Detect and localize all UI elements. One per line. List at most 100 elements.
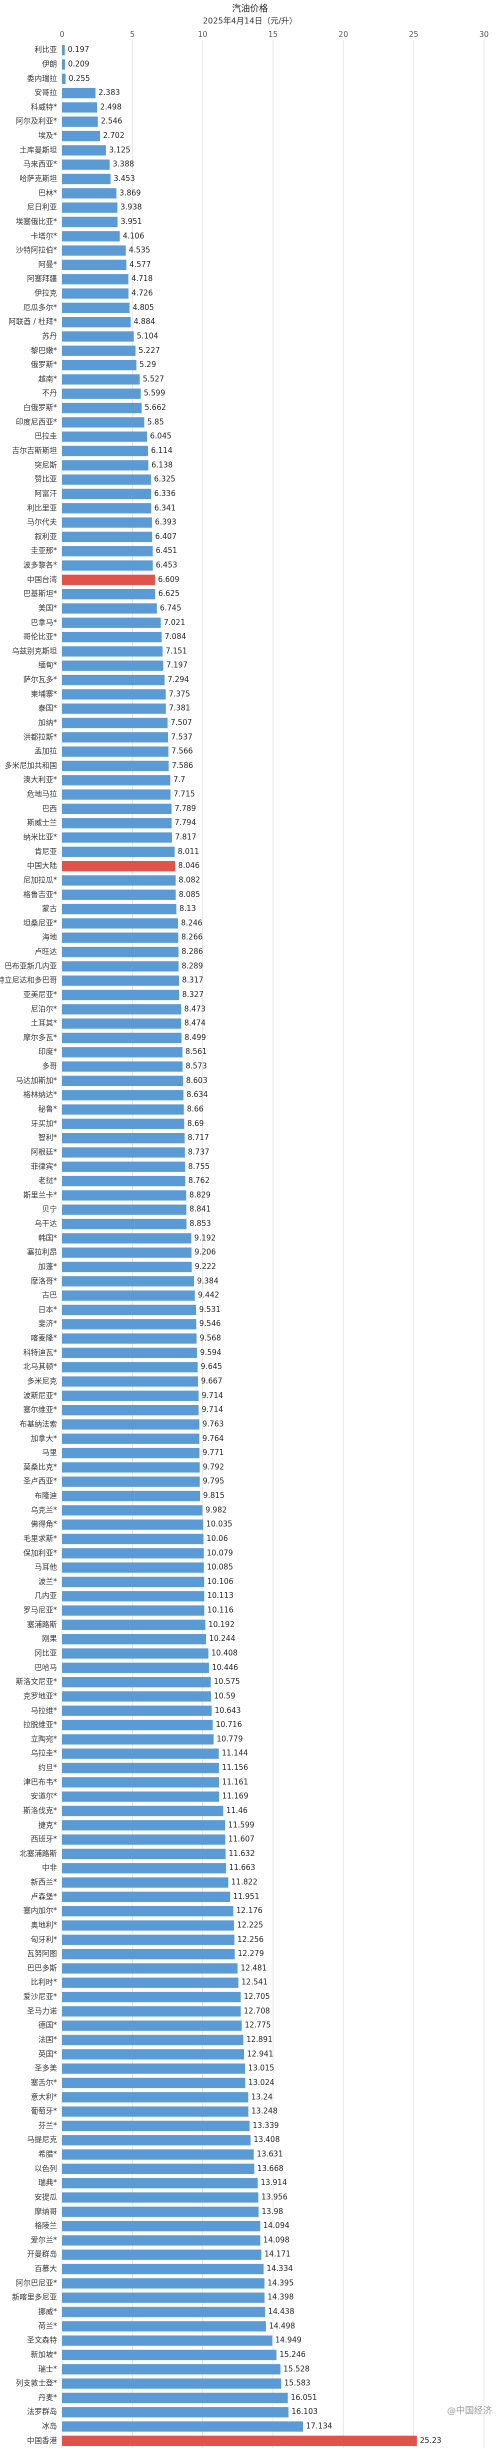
category-label: 萨尔瓦多*: [23, 674, 57, 684]
bar: [62, 1118, 185, 1129]
value-label: 9.442: [198, 1291, 220, 1300]
value-label: 3.453: [114, 174, 136, 183]
value-label: 12.708: [244, 2006, 270, 2015]
value-label: 11.951: [233, 1892, 259, 1901]
value-label: 8.499: [185, 1033, 207, 1042]
category-label: 吉尔吉斯斯坦: [12, 445, 57, 455]
category-label: 叙利亚: [35, 531, 58, 541]
category-label: 厄瓜多尔*: [23, 302, 57, 312]
bar: [62, 1991, 241, 2003]
value-label: 14.498: [269, 2321, 295, 2330]
bar: [62, 560, 153, 571]
bar: [62, 2135, 251, 2146]
category-label: 塞拉利昂: [27, 1247, 57, 1257]
value-label: 12.256: [237, 1935, 263, 1944]
value-label: 11.822: [231, 1878, 257, 1887]
bar: [62, 1562, 204, 1573]
bar: [62, 1104, 184, 1115]
bar: [62, 574, 155, 585]
value-label: 9.714: [202, 1405, 224, 1414]
value-label: 14.438: [268, 2307, 294, 2316]
category-label: 突尼斯: [35, 459, 58, 469]
category-label: 俄罗斯*: [31, 359, 57, 369]
bar: [62, 1834, 226, 1845]
bar: [62, 445, 149, 457]
bar: [62, 1390, 199, 1401]
bar: [62, 1290, 195, 1301]
value-label: 9.192: [194, 1233, 216, 1242]
category-label: 越南*: [38, 373, 57, 383]
bar: [62, 1061, 183, 1072]
value-label: 6.407: [155, 532, 177, 541]
bar: [62, 1648, 209, 1659]
category-label: 巴基斯坦*: [23, 588, 57, 598]
bar: [62, 975, 179, 986]
bar: [62, 1634, 207, 1645]
bar: [62, 1175, 186, 1187]
bar: [62, 789, 171, 800]
category-label: 波多黎各*: [23, 560, 57, 570]
bar: [62, 1161, 186, 1172]
value-label: 14.094: [263, 2221, 289, 2230]
value-label: 3.125: [109, 145, 131, 154]
bar: [62, 503, 152, 514]
category-label: 北塞浦路斯: [20, 1848, 58, 1858]
value-label: 5.104: [137, 331, 159, 340]
bar: [62, 775, 171, 786]
category-label: 以色列: [35, 2163, 58, 2173]
value-label: 14.949: [275, 2336, 301, 2345]
bar: [62, 474, 151, 485]
category-label: 尼日利亚: [27, 202, 57, 212]
category-label: 中国台湾: [27, 574, 57, 584]
value-label: 8.286: [182, 947, 204, 956]
category-label: 津巴布韦*: [23, 1776, 57, 1786]
category-label: 莫桑比克*: [23, 1461, 57, 1471]
category-label: 巴布亚新几内亚: [5, 960, 58, 970]
bar: [62, 989, 180, 1001]
category-label: 斯洛文尼亚*: [16, 1676, 57, 1686]
bar: [62, 102, 98, 113]
category-label: 北马其顿*: [23, 1361, 57, 1371]
value-label: 9.982: [205, 1505, 227, 1514]
bar: [62, 202, 118, 213]
category-label: 多米尼克: [27, 1375, 57, 1385]
bar: [62, 1304, 197, 1316]
category-label: 巴西: [42, 804, 57, 813]
bar: [62, 2206, 259, 2217]
category-label: 荷兰*: [38, 2320, 57, 2330]
category-label: 牙买加*: [31, 1118, 57, 1128]
category-label: 马达加斯加*: [16, 1075, 57, 1085]
value-label: 8.046: [178, 861, 200, 870]
value-label: 14.098: [263, 2235, 289, 2244]
value-label: 3.951: [121, 217, 143, 226]
bar: [62, 1863, 227, 1874]
category-label: 摩尔多瓦*: [23, 1032, 57, 1042]
value-label: 13.015: [248, 2064, 274, 2073]
category-label: 尼加拉瓜*: [23, 874, 57, 884]
value-label: 9.222: [195, 1262, 217, 1271]
category-label: 丹麦*: [38, 2392, 57, 2402]
category-label: 埃塞俄比亚*: [16, 216, 57, 226]
value-label: 8.853: [190, 1219, 212, 1228]
value-label: 8.717: [188, 1133, 210, 1142]
bar: [62, 1433, 200, 1444]
value-label: 8.829: [189, 1190, 211, 1199]
value-label: 13.24: [251, 2092, 273, 2101]
value-label: 9.531: [199, 1305, 221, 1314]
category-label: 马拉维*: [31, 1705, 57, 1715]
value-label: 9.206: [194, 1248, 216, 1257]
x-tick-label: 5: [130, 30, 135, 39]
x-tick-label: 0: [60, 30, 65, 39]
value-label: 10.716: [216, 1720, 242, 1729]
category-label: 克罗地亚*: [23, 1690, 57, 1700]
category-label: 挪威*: [38, 2306, 57, 2316]
value-label: 8.082: [179, 875, 201, 884]
category-label: 智利*: [38, 1132, 57, 1142]
category-label: 中国香港: [27, 2435, 57, 2445]
bar: [62, 302, 130, 313]
category-label: 葡萄牙*: [31, 2106, 57, 2116]
value-label: 2.702: [103, 131, 125, 140]
bar: [62, 746, 169, 757]
category-label: 白俄罗斯*: [23, 402, 57, 412]
value-label: 14.171: [264, 2250, 290, 2259]
